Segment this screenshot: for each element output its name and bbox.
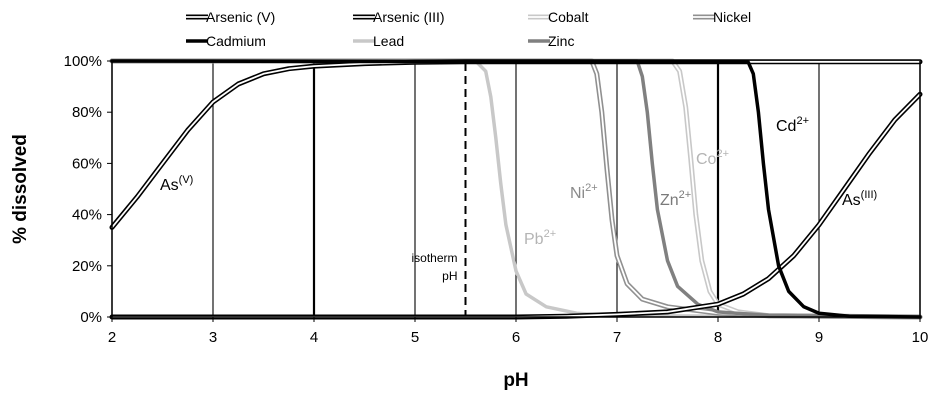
legend-label-2: Cobalt [548, 9, 589, 25]
annotation-5: Cd2+ [776, 115, 809, 135]
series-line-4 [110, 59, 922, 319]
grid-layer [111, 61, 921, 317]
axis-layer: 2 3 4 5 6 7 8 9 100%20%40%60%80%100% [64, 53, 929, 346]
y-axis-title: % dissolved [10, 134, 31, 244]
annotation-base-1: Pb [524, 231, 544, 248]
legend-label-6: Zinc [548, 33, 574, 49]
series-5 [110, 59, 922, 319]
legend-item-4: Cadmium [186, 33, 266, 49]
x-tick-label-5: 5 [411, 329, 419, 346]
annotation-sup-1: 2+ [544, 228, 557, 240]
x-tick-label-7: 7 [613, 329, 621, 346]
series-line-6 [110, 59, 922, 319]
annotation-0: As(V) [160, 174, 193, 194]
x-tick-label-8: 8 [714, 329, 722, 346]
annotation-base-5: Cd [776, 118, 796, 135]
annotation-3: Zn2+ [660, 189, 691, 209]
legend-label-0: Arsenic (V) [206, 9, 275, 25]
y-tick-label-0: 0% [80, 309, 102, 326]
y-tick-label-4: 80% [72, 104, 102, 121]
series-line-inner-1 [111, 93, 921, 318]
legend-item-3: Nickel [693, 9, 751, 25]
annotation-sup-2: 2+ [585, 182, 598, 194]
legend-label-1: Arsenic (III) [373, 9, 445, 25]
x-tick-label-6: 6 [512, 329, 520, 346]
annotation-sup-4: 2+ [716, 148, 729, 160]
x-tick-label-4: 4 [310, 329, 318, 346]
annotation-base-2: Ni [570, 185, 585, 202]
annotation-6: As(III) [842, 189, 877, 209]
legend-label-5: Lead [373, 33, 404, 49]
annotation-sup-3: 2+ [679, 189, 692, 201]
annotation-base-0: As [160, 177, 179, 194]
annotation-4: Co2+ [696, 148, 729, 168]
isotherm-label-line1: isotherm [411, 251, 457, 265]
series-4 [110, 59, 922, 319]
annotation-base-4: Co [696, 151, 717, 168]
y-tick-label-2: 40% [72, 207, 102, 224]
series-layer [109, 58, 923, 320]
isotherm-label-line2: pH [442, 269, 457, 283]
x-tick-label-3: 3 [209, 329, 217, 346]
annot-layer: As(V)Pb2+Ni2+Zn2+Co2+Cd2+As(III)isotherm… [160, 115, 877, 283]
legend-item-2: Cobalt [528, 9, 589, 25]
x-tick-label-9: 9 [815, 329, 823, 346]
annotation-base-3: Zn [660, 192, 679, 209]
annotation-1: Pb2+ [524, 228, 556, 248]
annotation-sup-5: 2+ [796, 115, 809, 127]
series-6 [110, 59, 922, 319]
legend-label-4: Cadmium [206, 33, 266, 49]
x-tick-label-2: 2 [108, 329, 116, 346]
annotation-sup-0: (V) [179, 174, 194, 186]
series-1 [109, 91, 923, 320]
legend-item-6: Zinc [528, 33, 574, 49]
annotation-sup-6: (III) [861, 189, 878, 201]
annotation-2: Ni2+ [570, 182, 598, 202]
y-tick-label-1: 20% [72, 258, 102, 275]
legend-item-1: Arsenic (III) [353, 9, 445, 25]
legend-layer: Arsenic (V) Arsenic (III) Cobalt Nickel Cadm… [186, 9, 751, 49]
y-tick-label-5: 100% [64, 53, 102, 70]
legend-item-5: Lead [353, 33, 404, 49]
legend-label-3: Nickel [713, 9, 751, 25]
y-tick-label-3: 60% [72, 155, 102, 172]
legend-item-0: Arsenic (V) [186, 9, 275, 25]
series-line-5 [110, 59, 922, 319]
x-axis-title: pH [503, 370, 528, 391]
x-tick-label-10: 10 [912, 329, 929, 346]
annotation-base-6: As [842, 192, 861, 209]
